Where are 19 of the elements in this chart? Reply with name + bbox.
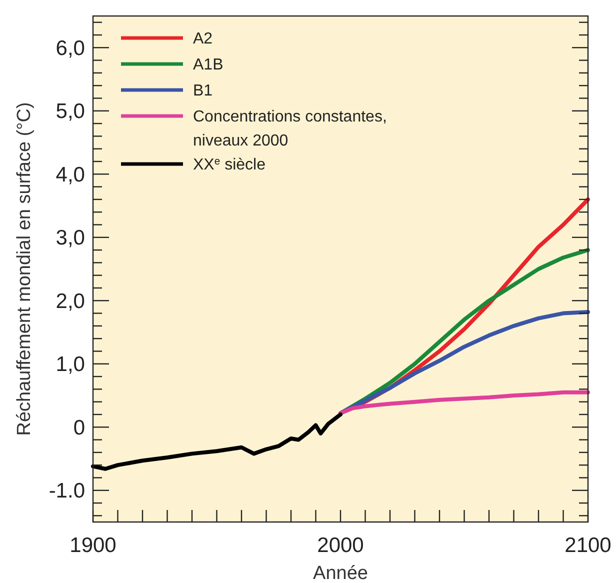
x-axis-title: Année bbox=[313, 563, 368, 583]
y-tick-label: -1.0 bbox=[48, 480, 85, 503]
y-axis-title: Réchauffement mondial en surface (°C) bbox=[14, 102, 35, 436]
y-tick-label: 1,0 bbox=[56, 353, 85, 376]
x-tick-label: 2100 bbox=[564, 534, 612, 557]
y-tick-label: 3,0 bbox=[56, 226, 85, 250]
legend-label: A2 bbox=[193, 30, 213, 48]
legend-label: B1 bbox=[193, 82, 213, 100]
y-tick-label: 0 bbox=[73, 416, 85, 440]
y-tick-label: 2,0 bbox=[56, 290, 85, 313]
legend-label: A1B bbox=[193, 56, 224, 74]
line-series bbox=[338, 390, 590, 416]
y-tick-label: 4,0 bbox=[56, 163, 85, 186]
line-series bbox=[91, 412, 342, 471]
x-tick-label: 2000 bbox=[317, 534, 364, 557]
y-tick-label: 6,0 bbox=[56, 36, 85, 60]
x-tick-label: 1900 bbox=[70, 534, 116, 557]
y-tick-label: 5,0 bbox=[56, 100, 85, 124]
legend-label: XX$^{e}$ siècle bbox=[193, 156, 266, 174]
